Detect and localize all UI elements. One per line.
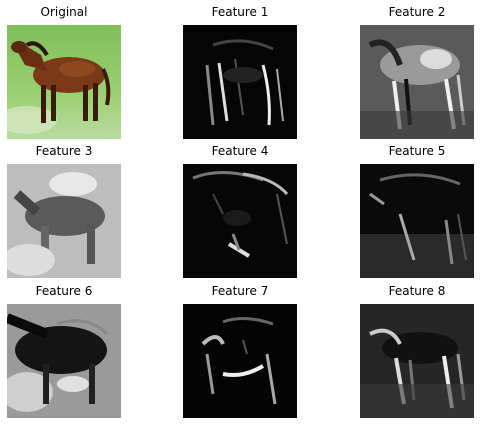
feature-map-5	[360, 164, 474, 278]
panel-title: Feature 8	[388, 284, 446, 298]
panel-title: Feature 2	[388, 5, 446, 19]
panel-feature-1: Feature 1	[183, 2, 297, 139]
feature-map-1	[183, 25, 297, 139]
panel-original: Original	[7, 2, 121, 139]
feature-map-2	[360, 25, 474, 139]
panel-feature-7: Feature 7	[183, 281, 297, 418]
feature-map-4	[183, 164, 297, 278]
feature-map-7	[183, 304, 297, 418]
panel-feature-5: Feature 5	[360, 141, 474, 278]
panel-feature-6: Feature 6	[7, 281, 121, 418]
panel-feature-2: Feature 2	[360, 2, 474, 139]
panel-title: Feature 7	[211, 284, 269, 298]
feature-map-3	[7, 164, 121, 278]
panel-feature-8: Feature 8	[360, 281, 474, 418]
panel-title: Feature 3	[35, 144, 93, 158]
feature-map-8	[360, 304, 474, 418]
panel-feature-4: Feature 4	[183, 141, 297, 278]
feature-map-6	[7, 304, 121, 418]
panel-title: Feature 5	[388, 144, 446, 158]
horse-photo	[7, 25, 121, 139]
panel-title: Feature 6	[35, 284, 93, 298]
panel-feature-3: Feature 3	[7, 141, 121, 278]
panel-title: Feature 1	[211, 5, 269, 19]
panel-title: Original	[40, 5, 88, 19]
panel-title: Feature 4	[211, 144, 269, 158]
